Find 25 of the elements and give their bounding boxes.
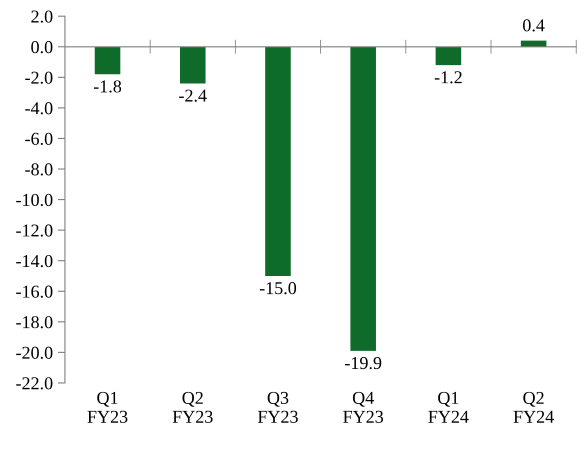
x-tick-label: Q2 FY23 bbox=[172, 392, 213, 423]
y-tick-label: -2.0 bbox=[25, 72, 52, 84]
y-tick-label: -22.0 bbox=[16, 377, 52, 390]
data-label: -19.9 bbox=[345, 356, 382, 370]
y-tick-label: -10.0 bbox=[16, 194, 52, 206]
y-tick-label: -4.0 bbox=[25, 102, 52, 114]
data-label: -1.8 bbox=[94, 80, 122, 93]
x-tick-label: Q1 FY23 bbox=[87, 392, 128, 423]
x-tick-label: Q4 FY23 bbox=[343, 392, 384, 423]
y-tick-label: 2.0 bbox=[31, 10, 52, 23]
y-tick-label: -18.0 bbox=[16, 316, 52, 328]
y-tick-label: -20.0 bbox=[16, 346, 52, 359]
data-label: 0.4 bbox=[523, 19, 545, 32]
y-tick-label: -8.0 bbox=[25, 163, 52, 176]
data-label: -1.2 bbox=[434, 71, 462, 84]
x-tick-label: Q1 FY24 bbox=[428, 392, 469, 423]
x-tick-label: Q2 FY24 bbox=[514, 392, 554, 423]
y-tick-label: 0.0 bbox=[31, 41, 52, 54]
y-tick-label: -6.0 bbox=[25, 132, 52, 145]
y-tick-label: -12.0 bbox=[16, 224, 52, 237]
y-tick-label: -16.0 bbox=[16, 286, 52, 298]
data-label: -15.0 bbox=[260, 282, 296, 294]
data-label: -2.4 bbox=[179, 90, 207, 102]
y-tick-label: -14.0 bbox=[16, 254, 52, 268]
x-tick-label: Q3 FY23 bbox=[258, 392, 298, 423]
